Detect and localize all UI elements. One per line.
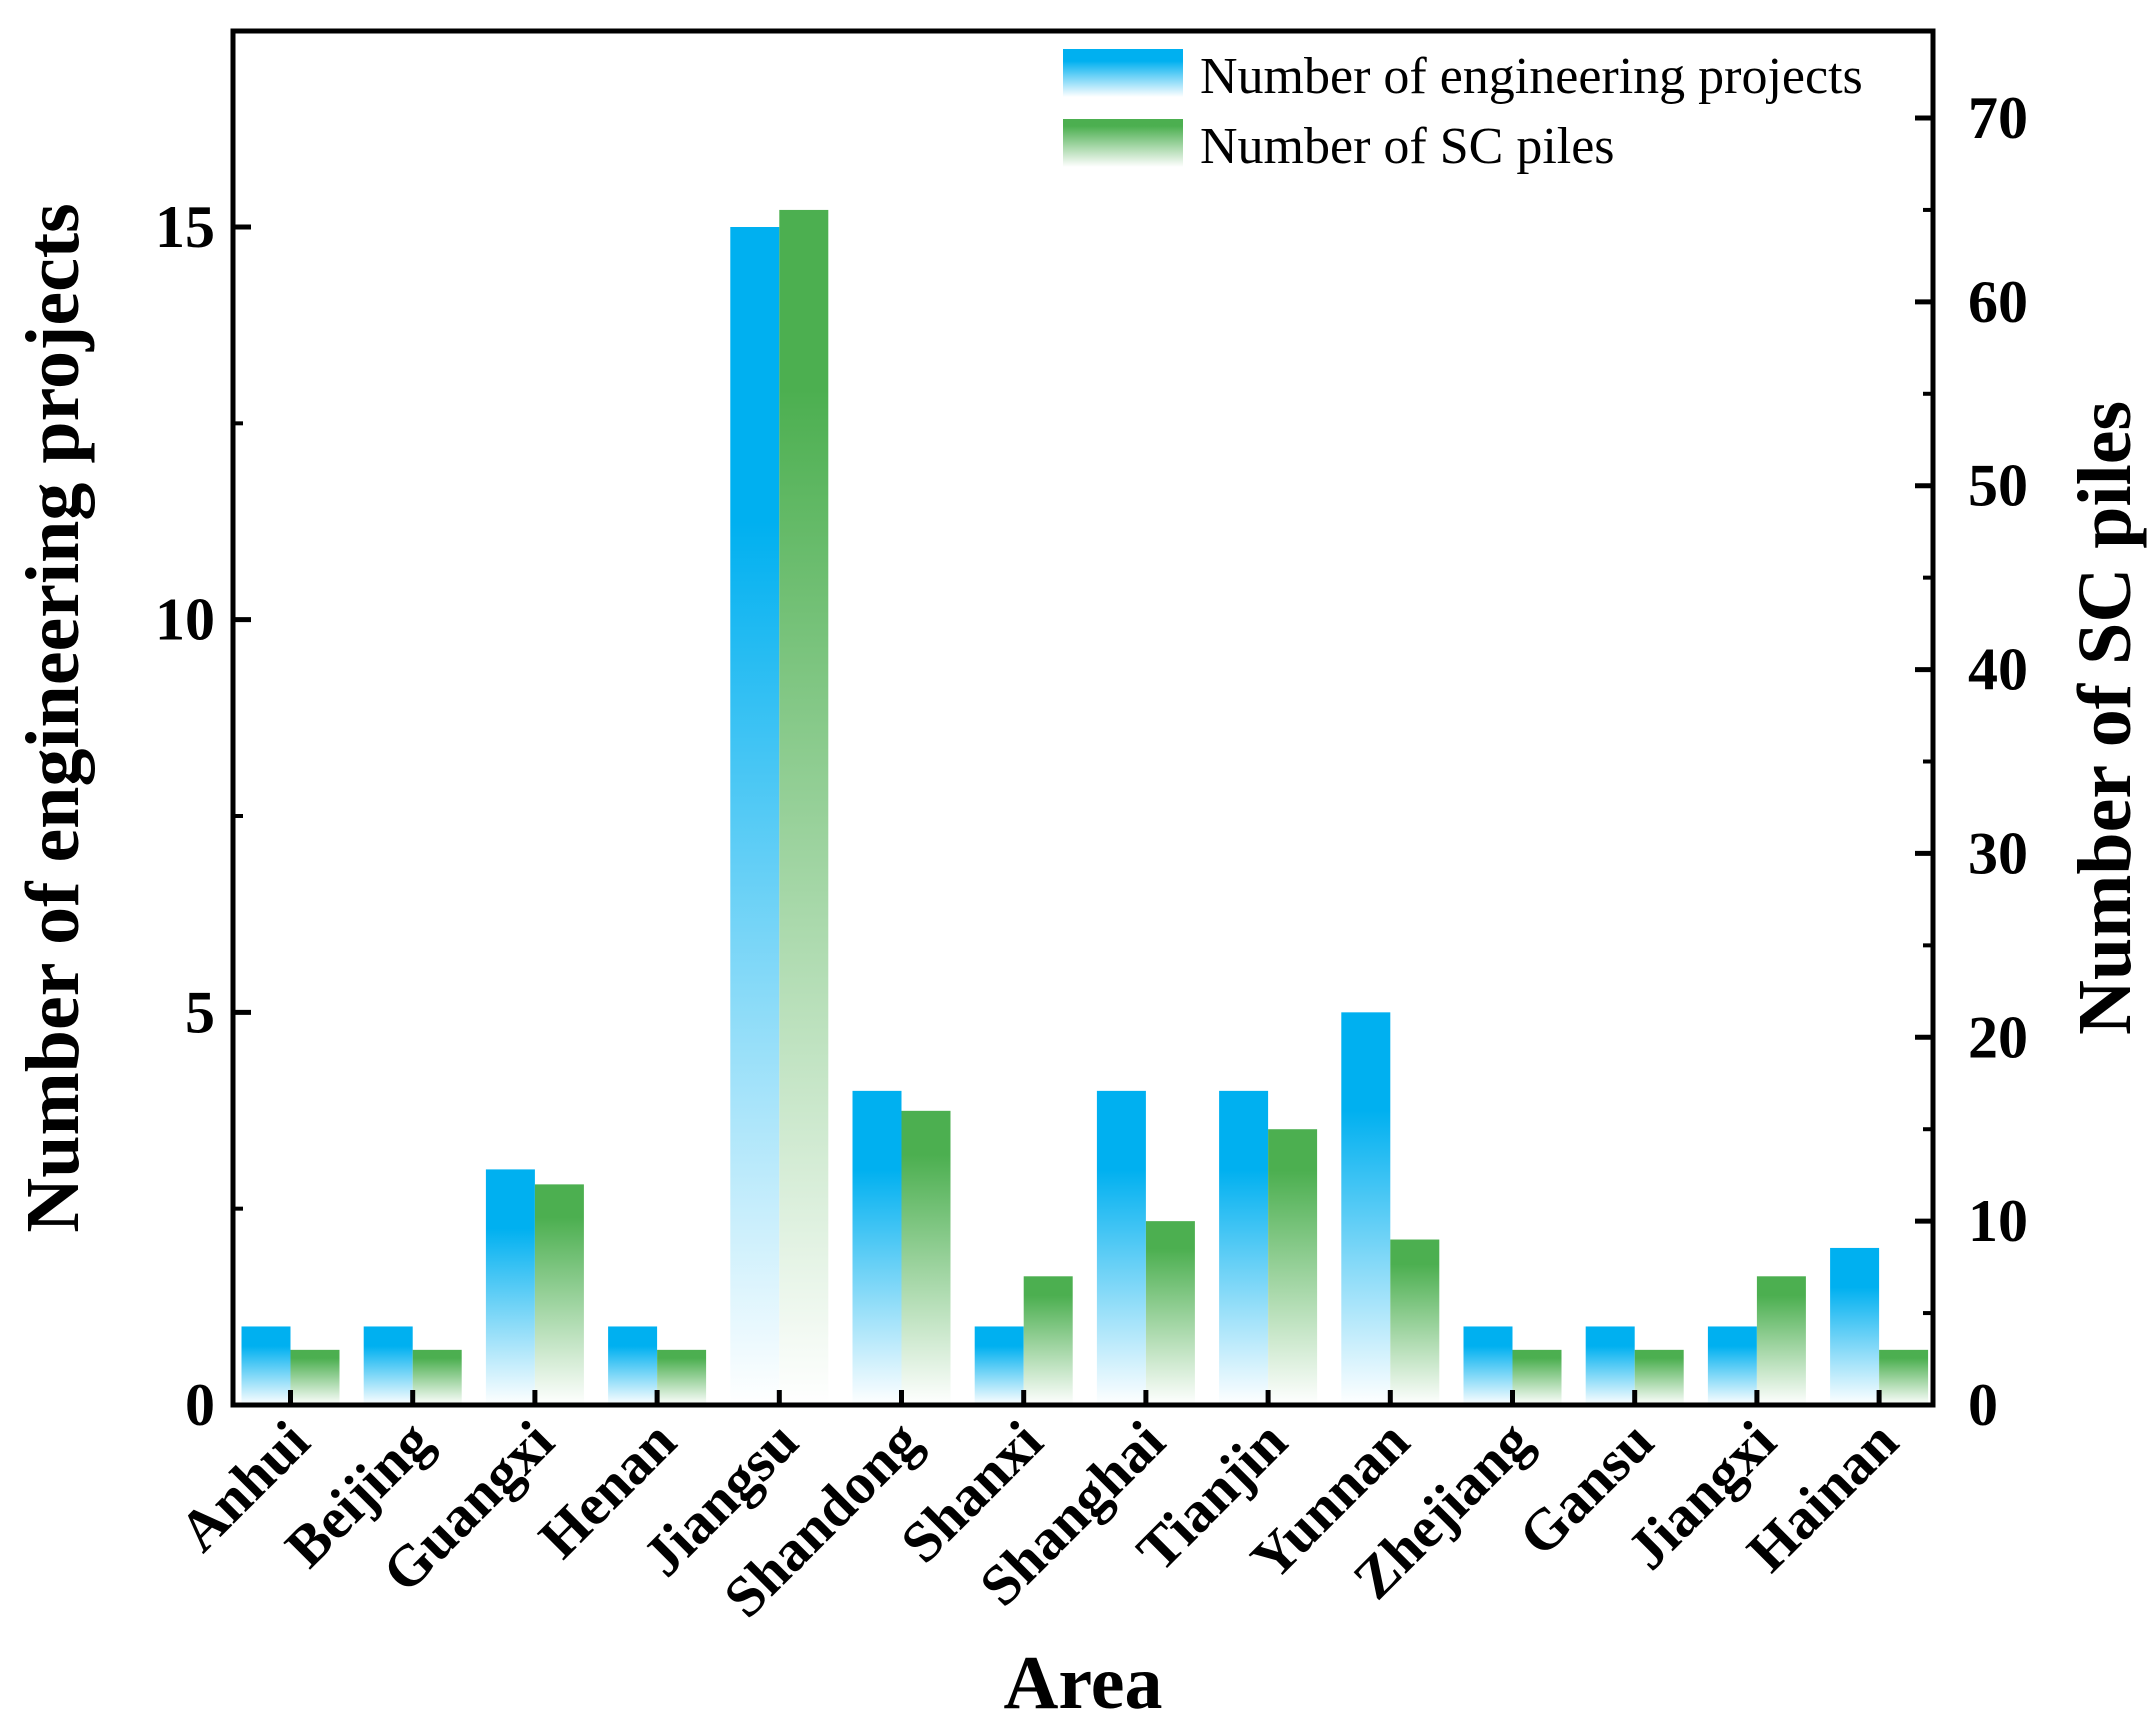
bar-engineering-projects-anhui [241,1326,291,1405]
y2-tick-label: 60 [1968,269,2028,335]
bar-sc-piles-guangxi [534,1184,584,1405]
bar-engineering-projects-shanxi [974,1326,1024,1405]
y2-tick-label: 40 [1968,637,2028,703]
y2-tick-label: 30 [1968,820,2028,886]
y2-tick-label: 70 [1968,85,2028,151]
bar-sc-piles-hainan [1879,1349,1929,1405]
bar-sc-piles-beijing [412,1349,462,1405]
bar-engineering-projects-gansu [1585,1326,1635,1405]
y-tick-label: 5 [185,979,215,1045]
legend-label-engineering-projects: Number of engineering projects [1200,48,1863,105]
y-tick-label: 15 [155,194,215,260]
bar-sc-piles-shandong [901,1110,951,1405]
bar-engineering-projects-jiangxi [1707,1326,1757,1405]
y-axis-title: Number of engineering projects [11,203,95,1232]
bar-sc-piles-gansu [1634,1349,1684,1405]
right-axis: 0 10 20 30 40 50 60 70 [1915,85,2028,1438]
y-tick-label: 10 [155,587,215,653]
bar-engineering-projects-yunnan [1341,1012,1391,1405]
bar-engineering-projects-zhejiang [1463,1326,1513,1405]
bar-engineering-projects-shandong [852,1090,902,1405]
y2-tick-label: 0 [1968,1372,1998,1438]
bar-engineering-projects-jiangsu [730,227,780,1405]
bar-sc-piles-zhejiang [1512,1349,1562,1405]
bar-sc-piles-jiangxi [1756,1276,1806,1405]
legend: Number of engineering projects Number of… [1063,48,1863,175]
y2-tick-label: 50 [1968,453,2028,519]
bar-sc-piles-tianjin [1268,1129,1318,1405]
left-axis: 0 5 10 15 [155,194,251,1438]
legend-swatch-engineering-projects [1063,49,1183,97]
bar-sc-piles-jiangsu [779,209,829,1405]
bar-engineering-projects-shanghai [1096,1090,1146,1405]
y2-axis-title: Number of SC piles [2063,401,2147,1035]
legend-label-sc-piles: Number of SC piles [1200,118,1615,175]
bar-engineering-projects-beijing [363,1326,413,1405]
bar-sc-piles-shanxi [1023,1276,1073,1405]
bar-engineering-projects-tianjin [1219,1090,1269,1405]
bar-engineering-projects-guangxi [485,1169,535,1405]
y2-tick-label: 10 [1968,1188,2028,1254]
legend-swatch-sc-piles [1063,119,1183,167]
plot-frame [230,28,1936,1408]
bar-sc-piles-anhui [290,1349,340,1405]
x-axis: AnhuiBeijingGuangxiHenanJiangsuShandongS… [166,1390,1910,1630]
y-tick-label: 0 [185,1372,215,1438]
bar-engineering-projects-henan [608,1326,658,1405]
y2-tick-label: 20 [1968,1004,2028,1070]
bars-layer [241,209,1929,1405]
bar-sc-piles-shanghai [1145,1221,1195,1405]
bar-sc-piles-yunnan [1390,1239,1440,1405]
bar-sc-piles-henan [657,1349,707,1405]
bar-engineering-projects-hainan [1830,1247,1880,1405]
x-axis-title: Area [1004,1641,1163,1724]
